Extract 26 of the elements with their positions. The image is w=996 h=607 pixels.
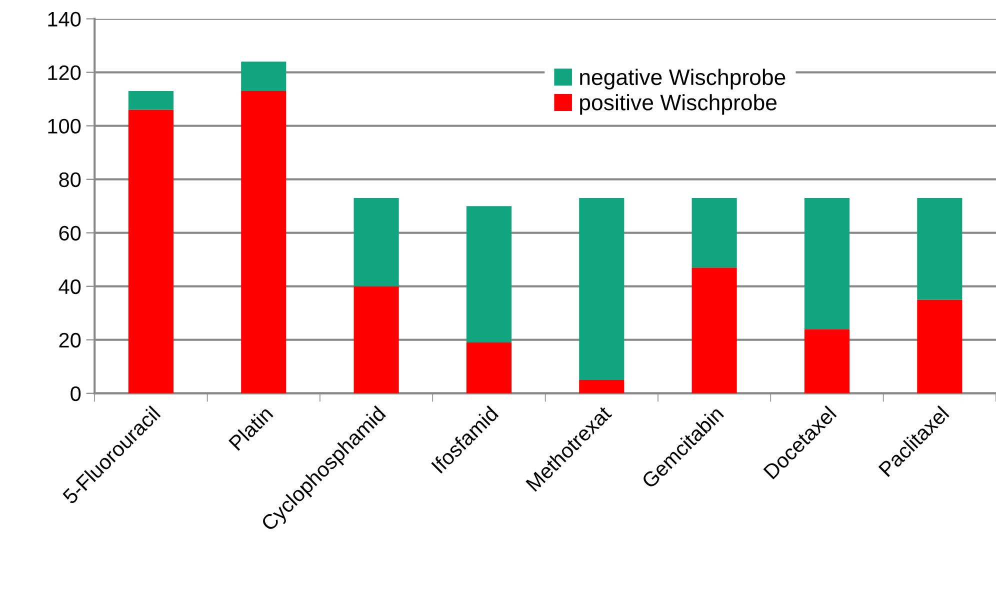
bar <box>241 91 286 394</box>
bar <box>917 198 962 300</box>
bar <box>466 206 512 343</box>
bar <box>804 329 850 394</box>
y-tick-label: 120 <box>48 65 81 80</box>
bar <box>579 198 624 380</box>
y-tick-label: 0 <box>70 386 81 402</box>
bar <box>128 91 174 110</box>
y-tick-label: 80 <box>59 172 81 188</box>
y-tick-label: 140 <box>48 12 81 27</box>
legend-label: negative Wischprobe <box>580 68 786 90</box>
y-tick-label: 100 <box>48 118 81 134</box>
bar <box>579 380 624 394</box>
bar <box>692 198 737 268</box>
bar <box>466 342 512 394</box>
bar <box>128 110 174 394</box>
legend-label: positive Wischprobe <box>580 94 777 115</box>
bar <box>804 198 850 330</box>
y-tick-label: 40 <box>58 279 81 294</box>
bar <box>354 198 399 286</box>
bar <box>692 268 737 394</box>
y-tick-label: 60 <box>59 226 81 241</box>
bar <box>917 300 962 394</box>
bar <box>354 286 399 394</box>
y-tick-label: 20 <box>59 332 81 348</box>
bar <box>241 62 286 92</box>
